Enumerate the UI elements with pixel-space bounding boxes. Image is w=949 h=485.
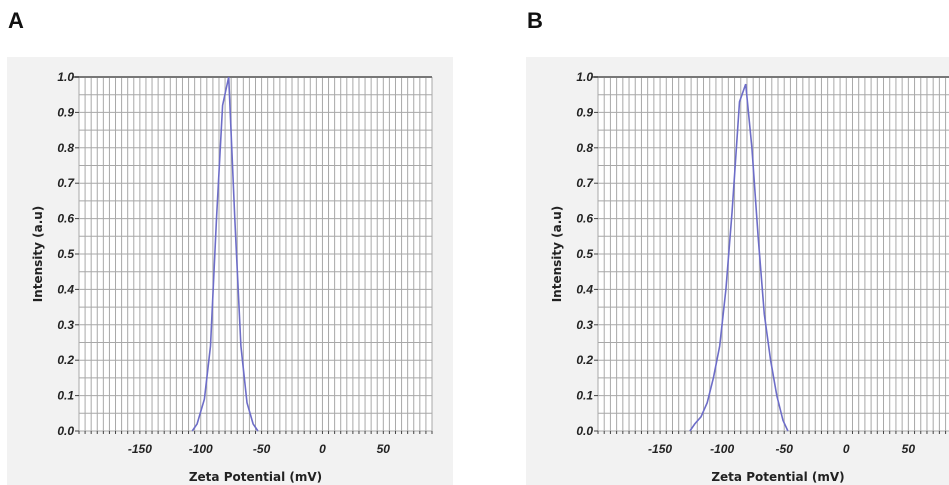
y-tick-label: 0.6 bbox=[576, 212, 593, 226]
y-tick-label: 0.6 bbox=[57, 212, 74, 226]
y-tick-label: 0.1 bbox=[576, 389, 593, 403]
y-tick-label: 0.1 bbox=[57, 389, 74, 403]
y-tick-label: 0.9 bbox=[576, 105, 593, 119]
y-axis-title: Intensity (a.u) bbox=[31, 206, 45, 303]
x-tick-label: -50 bbox=[253, 442, 271, 456]
x-tick-label: -150 bbox=[128, 442, 152, 456]
y-tick-label: 0.0 bbox=[57, 424, 74, 438]
panel-label-b: B bbox=[527, 8, 543, 33]
y-tick-label: 0.7 bbox=[576, 176, 594, 190]
x-tick-label: 0 bbox=[319, 442, 326, 456]
y-tick-label: 0.2 bbox=[576, 353, 593, 367]
x-tick-label: -50 bbox=[776, 442, 794, 456]
x-axis-title: Zeta Potential (mV) bbox=[711, 470, 844, 484]
y-tick-label: 0.0 bbox=[576, 424, 593, 438]
y-axis-title: Intensity (a.u) bbox=[550, 206, 564, 303]
intensity-series-line bbox=[689, 83, 789, 432]
y-tick-label: 0.5 bbox=[576, 247, 593, 261]
y-tick-label: 0.3 bbox=[57, 318, 74, 332]
y-tick-label: 0.9 bbox=[57, 105, 74, 119]
y-tick-label: 0.4 bbox=[57, 282, 74, 296]
y-tick-label: 0.8 bbox=[57, 141, 74, 155]
x-tick-label: 0 bbox=[843, 442, 850, 456]
chart-panel-b: 0.0 0.1 0.2 0.3 0.4 0.5 0.6 0.7 0.8 0.9 1.0 -150 -10… bbox=[526, 57, 949, 485]
zeta-potential-chart-b: 0.0 0.1 0.2 0.3 0.4 0.5 0.6 0.7 0.8 0.9 1.0 -150 -10… bbox=[550, 70, 949, 484]
x-axis-title: Zeta Potential (mV) bbox=[189, 470, 322, 484]
y-tick-label: 0.5 bbox=[57, 247, 74, 261]
x-tick-label: 50 bbox=[902, 442, 916, 456]
intensity-series-line bbox=[191, 76, 259, 432]
x-tick-label: 50 bbox=[377, 442, 391, 456]
x-tick-label: -100 bbox=[189, 442, 213, 456]
chart-panel-a: 0.0 0.1 0.2 0.3 0.4 0.5 0.6 0.7 0.8 0.9 1.0 -150 -10… bbox=[7, 57, 453, 485]
y-tick-label: 1.0 bbox=[57, 70, 74, 84]
panel-label-a: A bbox=[8, 8, 24, 33]
x-tick-label: -100 bbox=[710, 442, 734, 456]
y-tick-label: 0.8 bbox=[576, 141, 593, 155]
y-tick-label: 0.7 bbox=[57, 176, 75, 190]
y-tick-label: 1.0 bbox=[576, 70, 593, 84]
y-tick-label: 0.3 bbox=[576, 318, 593, 332]
y-tick-label: 0.4 bbox=[576, 282, 593, 296]
zeta-potential-chart-a: 0.0 0.1 0.2 0.3 0.4 0.5 0.6 0.7 0.8 0.9 1.0 -150 -10… bbox=[31, 70, 433, 484]
x-tick-label: -150 bbox=[648, 442, 672, 456]
y-tick-label: 0.2 bbox=[57, 353, 74, 367]
